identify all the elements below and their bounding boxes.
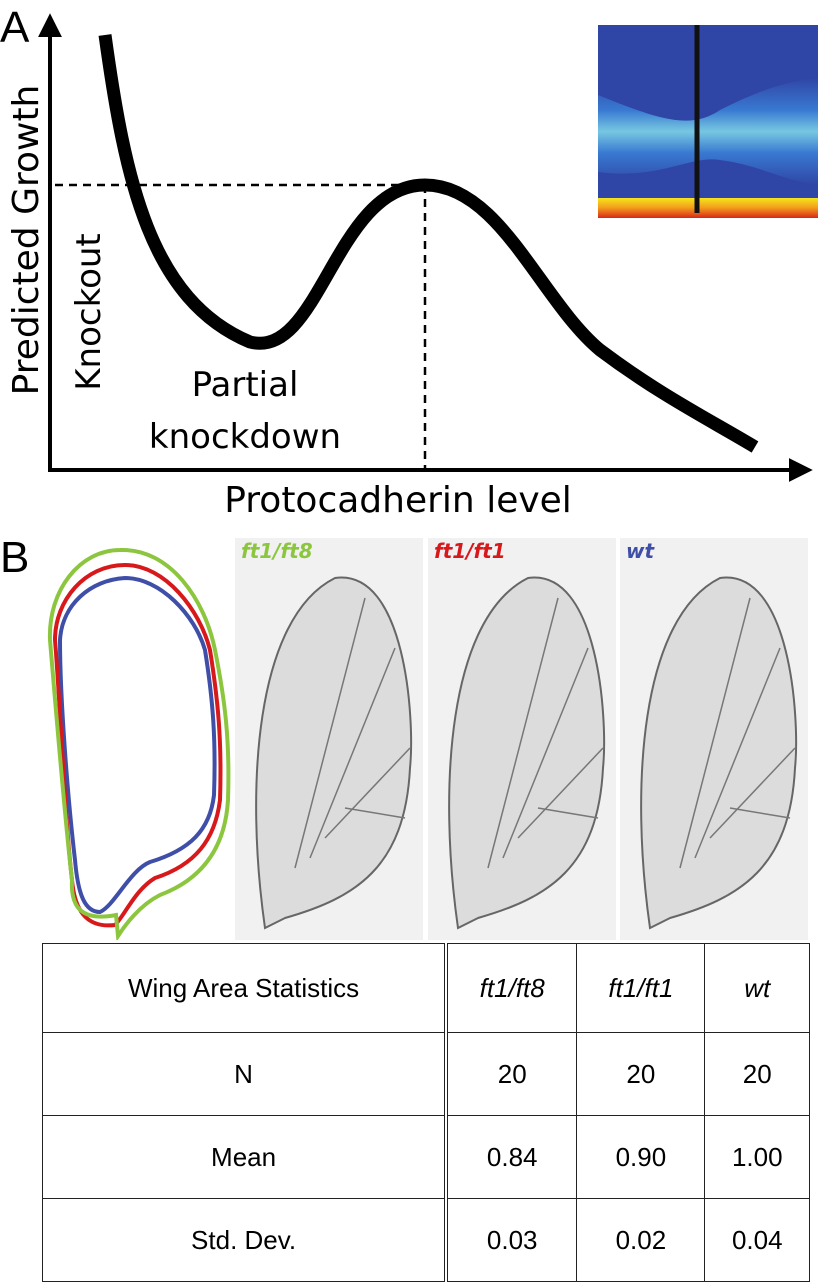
- table-cell: Mean: [42, 1115, 449, 1199]
- wing-blade: [640, 576, 798, 930]
- wing-outline: [47, 547, 231, 940]
- annotation: knockdown: [149, 417, 341, 457]
- table-cell: 1.00: [704, 1115, 810, 1199]
- wing-vein: [309, 647, 396, 859]
- wing-outline: [57, 575, 217, 915]
- table-header: Wing Area Statistics ft1/ft8 ft1/ft1 wt: [42, 943, 810, 1033]
- table-row: Mean 0.84 0.90 1.00: [42, 1115, 810, 1199]
- x-axis-label: Protocadherin level: [224, 480, 572, 521]
- wing-label: wt: [626, 539, 655, 563]
- table-row: N 20 20 20: [42, 1032, 810, 1116]
- wing-vein: [487, 597, 559, 869]
- table-cell: 20: [704, 1032, 810, 1116]
- y-axis-label: Predicted Growth: [6, 85, 47, 396]
- wing-label: ft1/ft8: [241, 539, 313, 563]
- table-cell: 0.84: [445, 1115, 578, 1199]
- wing-vein: [502, 647, 589, 859]
- stats-table: Wing Area Statistics ft1/ft8 ft1/ft1 wt N 20 2…: [42, 943, 810, 1282]
- table-cell: Wing Area Statistics: [42, 943, 449, 1033]
- panel-label: A: [0, 3, 30, 52]
- wing-vein: [694, 647, 781, 859]
- table-cell: 0.03: [445, 1198, 578, 1282]
- wing-vein: [679, 597, 751, 869]
- wing-vein: [729, 807, 791, 819]
- wing-vein: [537, 807, 599, 819]
- heatmap-inset: [598, 25, 818, 218]
- table-cell: 20: [576, 1032, 706, 1116]
- wing-vein: [294, 597, 366, 869]
- annotation: Knockout: [69, 233, 109, 391]
- table-cell: 0.90: [576, 1115, 706, 1199]
- annotation: Partial: [192, 365, 299, 405]
- table-cell: 20: [445, 1032, 578, 1116]
- table-cell: ft1/ft1: [576, 943, 706, 1033]
- panel-label: B: [0, 533, 29, 582]
- table-cell: N: [42, 1032, 449, 1116]
- wing-blade: [255, 576, 413, 930]
- table-cell: Std. Dev.: [42, 1198, 449, 1282]
- wing-vein: [709, 747, 796, 839]
- wing-images: ft1/ft8 ft1/ft1 wt: [235, 538, 808, 940]
- table-cell: 0.02: [576, 1198, 706, 1282]
- wing-vein: [344, 807, 406, 819]
- wing-label: ft1/ft1: [434, 539, 506, 563]
- table-cell: 0.04: [704, 1198, 810, 1282]
- wing-outlines: [47, 547, 231, 940]
- figure-graphics: A Predicted Growth Knockout Partial knoc…: [0, 3, 818, 940]
- table-row: Std. Dev. 0.03 0.02 0.04: [42, 1198, 810, 1282]
- wing-blade: [448, 576, 606, 930]
- wing-vein: [324, 747, 411, 839]
- table-cell: ft1/ft8: [445, 943, 578, 1033]
- wing-vein: [517, 747, 604, 839]
- table-cell: wt: [704, 943, 810, 1033]
- growth-curve: [98, 34, 759, 453]
